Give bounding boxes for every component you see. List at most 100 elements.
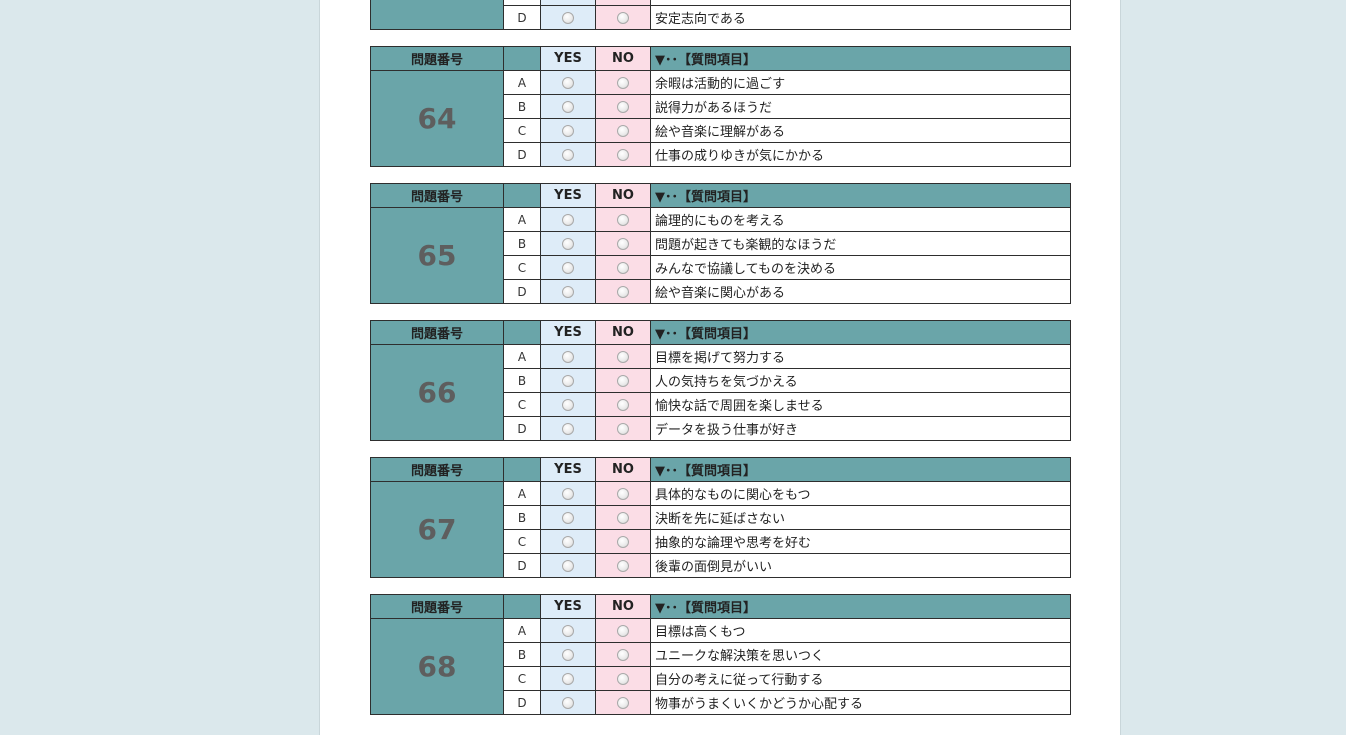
question-number: 64 — [370, 70, 504, 167]
item-letter: C — [503, 118, 541, 143]
question-row: 66 A 目標を掲げて努力する — [370, 344, 1071, 441]
item-letter: C — [503, 392, 541, 417]
question-row: 65 A 論理的にものを考える — [370, 207, 1071, 304]
question-row: D 仕事の成りゆきが気にかかる — [371, 142, 1071, 167]
question-row: B 人の気持ちを気づかえる — [371, 368, 1071, 393]
item-text: 自分の考えに従って行動する — [650, 666, 1071, 691]
questionnaire-page: D 安定志向である 問題番号 YES NO ▼･･【質問項目】 64 A 余暇は活動的に過ご… — [319, 0, 1121, 735]
question-number-header: 問題番号 — [370, 320, 504, 345]
no-radio[interactable] — [617, 213, 629, 226]
yes-radio[interactable] — [562, 696, 574, 709]
no-header: NO — [595, 46, 651, 71]
yes-radio[interactable] — [562, 213, 574, 226]
yes-radio[interactable] — [562, 76, 574, 89]
item-text: 余暇は活動的に過ごす — [650, 70, 1071, 95]
yes-header: YES — [540, 320, 596, 345]
item-letter: D — [503, 5, 541, 30]
yes-radio[interactable] — [562, 648, 574, 661]
no-radio[interactable] — [617, 398, 629, 411]
question-table-4: 問題番号 YES NO ▼･･【質問項目】 68 A 目標は高くもつ B ユニークな解決策を思い… — [370, 594, 1071, 715]
item-text: みんなで協議してものを決める — [650, 255, 1071, 280]
item-text: 論理的にものを考える — [650, 207, 1071, 232]
question-row: C 絵や音楽に理解がある — [371, 118, 1071, 143]
yes-radio[interactable] — [562, 261, 574, 274]
yes-radio[interactable] — [562, 148, 574, 161]
yes-header: YES — [540, 46, 596, 71]
item-text: 具体的なものに関心をもつ — [650, 481, 1071, 506]
no-radio[interactable] — [617, 148, 629, 161]
question-header-row: 問題番号 YES NO ▼･･【質問項目】 — [370, 46, 1071, 71]
no-radio[interactable] — [617, 76, 629, 89]
item-letter: D — [503, 553, 541, 578]
yes-radio[interactable] — [562, 398, 574, 411]
question-row: D 後輩の面倒見がいい — [371, 553, 1071, 578]
question-number-header: 問題番号 — [370, 183, 504, 208]
yes-header: YES — [540, 457, 596, 482]
item-letter: B — [503, 642, 541, 667]
yes-radio[interactable] — [562, 350, 574, 363]
question-table-partial: D 安定志向である — [370, 0, 1071, 30]
item-text: 説得力があるほうだ — [650, 94, 1071, 119]
item-text: 絵や音楽に理解がある — [650, 118, 1071, 143]
item-text: データを扱う仕事が好き — [650, 416, 1071, 441]
item-text: 抽象的な論理や思考を好む — [650, 529, 1071, 554]
item-letter: D — [503, 690, 541, 715]
yes-radio[interactable] — [562, 285, 574, 298]
question-row: D 絵や音楽に関心がある — [371, 279, 1071, 304]
no-radio[interactable] — [617, 624, 629, 637]
question-number: 66 — [370, 344, 504, 441]
item-letter: D — [503, 279, 541, 304]
question-row: B 決断を先に延ばさない — [371, 505, 1071, 530]
yes-radio[interactable] — [562, 237, 574, 250]
item-letter: B — [503, 505, 541, 530]
yes-radio[interactable] — [562, 672, 574, 685]
question-row: B 説得力があるほうだ — [371, 94, 1071, 119]
yes-radio[interactable] — [562, 511, 574, 524]
question-row: B 問題が起きても楽観的なほうだ — [371, 231, 1071, 256]
question-number: 68 — [370, 618, 504, 715]
no-radio[interactable] — [617, 511, 629, 524]
yes-radio[interactable] — [562, 374, 574, 387]
item-letter: B — [503, 231, 541, 256]
question-table-0: 問題番号 YES NO ▼･･【質問項目】 64 A 余暇は活動的に過ごす B 説得力があるほう… — [370, 46, 1071, 167]
item-letter: B — [503, 368, 541, 393]
item-text: 決断を先に延ばさない — [650, 505, 1071, 530]
no-radio[interactable] — [617, 11, 629, 24]
yes-radio[interactable] — [562, 559, 574, 572]
no-radio[interactable] — [617, 487, 629, 500]
yes-radio[interactable] — [562, 487, 574, 500]
question-row: D 物事がうまくいくかどうか心配する — [371, 690, 1071, 715]
yes-header: YES — [540, 594, 596, 619]
no-radio[interactable] — [617, 559, 629, 572]
no-radio[interactable] — [617, 285, 629, 298]
yes-radio[interactable] — [562, 124, 574, 137]
item-text: ユニークな解決策を思いつく — [650, 642, 1071, 667]
no-radio[interactable] — [617, 124, 629, 137]
no-radio[interactable] — [617, 422, 629, 435]
question-header-row: 問題番号 YES NO ▼･･【質問項目】 — [370, 457, 1071, 482]
yes-radio[interactable] — [562, 422, 574, 435]
item-text: 目標は高くもつ — [650, 618, 1071, 643]
no-radio[interactable] — [617, 237, 629, 250]
item-letter: D — [503, 416, 541, 441]
item-text: 絵や音楽に関心がある — [650, 279, 1071, 304]
yes-radio[interactable] — [562, 535, 574, 548]
item-text: 後輩の面倒見がいい — [650, 553, 1071, 578]
question-number-header: 問題番号 — [370, 46, 504, 71]
no-radio[interactable] — [617, 672, 629, 685]
no-radio[interactable] — [617, 374, 629, 387]
no-radio[interactable] — [617, 696, 629, 709]
question-items-header: ▼･･【質問項目】 — [650, 594, 1071, 619]
no-radio[interactable] — [617, 648, 629, 661]
item-letter: C — [503, 255, 541, 280]
question-items-header: ▼･･【質問項目】 — [650, 183, 1071, 208]
question-items-header: ▼･･【質問項目】 — [650, 46, 1071, 71]
no-radio[interactable] — [617, 535, 629, 548]
question-row: 64 A 余暇は活動的に過ごす — [370, 70, 1071, 167]
yes-radio[interactable] — [562, 100, 574, 113]
yes-radio[interactable] — [562, 11, 574, 24]
yes-radio[interactable] — [562, 624, 574, 637]
no-radio[interactable] — [617, 261, 629, 274]
no-radio[interactable] — [617, 350, 629, 363]
no-radio[interactable] — [617, 100, 629, 113]
